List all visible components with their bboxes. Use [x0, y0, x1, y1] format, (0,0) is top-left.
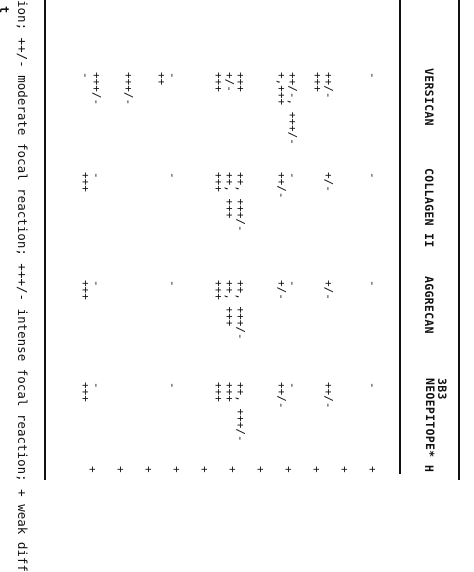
column-header-collagen-ii: COLLAGEN II	[422, 168, 436, 248]
table-cell: -	[366, 382, 379, 389]
table-cell-partial: +	[170, 466, 183, 473]
table-cell: +/-	[322, 280, 335, 300]
column-header-neoepitope: NEOEPITOPE*	[423, 378, 437, 458]
table-cell: -	[166, 382, 179, 389]
table-cell: - ++/-	[275, 382, 299, 409]
table-frame	[44, 0, 460, 480]
table-cell: - +++	[79, 382, 103, 402]
table-cell: - +/-	[275, 280, 299, 300]
table-cell: ++, +++/- ++, +++ +++	[212, 280, 247, 340]
table-cell: -	[366, 280, 379, 287]
column-header-partial: H	[422, 465, 436, 472]
table-cell: -	[166, 172, 179, 179]
table-cell: +++/-	[122, 72, 135, 106]
table-cell: ++, +++/- +++ +++	[212, 382, 247, 442]
table-cell: ++/-, +++/- +,+++	[275, 72, 299, 145]
row-label-fragment: t	[0, 6, 11, 13]
table-cell: - ++/-	[275, 172, 299, 199]
table-footnote: ion; ++/- moderate focal reaction; +++/-…	[15, 0, 30, 572]
column-header-aggrecan: AGGRECAN	[422, 276, 436, 334]
table-cell-partial: +	[338, 466, 351, 473]
column-header-3b3-neoepitope: 3B3 NEOEPITOPE*	[423, 378, 449, 458]
rotated-table-page: VERSICAN COLLAGEN II AGGRECAN 3B3 NEOEPI…	[0, 0, 460, 572]
table-cell-partial: +	[366, 466, 379, 473]
table-cell: ++/-	[322, 382, 335, 409]
header-rule	[399, 0, 401, 474]
table-cell-partial: +	[142, 466, 155, 473]
table-cell-partial: +	[226, 466, 239, 473]
table-cell-partial: +	[114, 466, 127, 473]
table-cell: +++ +/- +++	[212, 72, 247, 92]
table-cell-partial: +	[282, 466, 295, 473]
table-cell: -	[166, 280, 179, 287]
table-cell: -	[366, 172, 379, 179]
table-cell: -	[366, 72, 379, 79]
table-cell: +/-	[322, 172, 335, 192]
table-cell: +++/- -	[79, 72, 103, 106]
table-cell: ++, +++/- ++, +++ +++	[212, 172, 247, 232]
table-cell: ++/- +++	[311, 72, 335, 99]
table-cell-partial: +	[86, 466, 99, 473]
table-cell: - +++	[79, 172, 103, 192]
column-header-3b3: 3B3	[435, 378, 449, 400]
table-cell-partial: +	[198, 466, 211, 473]
column-header-versican: VERSICAN	[422, 68, 436, 126]
table-cell: - ++	[155, 72, 179, 86]
table-cell-partial: +	[254, 466, 267, 473]
table-cell: - +++	[79, 280, 103, 300]
table-cell-partial: +	[310, 466, 323, 473]
